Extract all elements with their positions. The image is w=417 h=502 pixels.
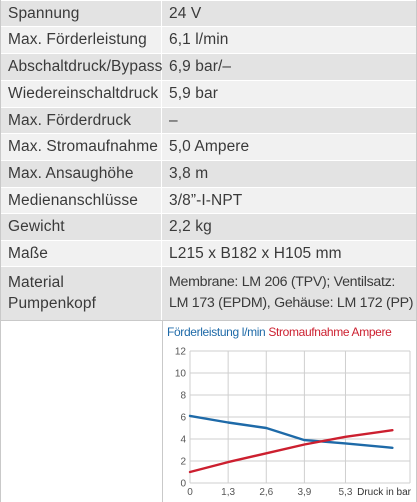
chart-legend: Förderleistung l/min Stromaufnahme Ampere (167, 325, 392, 339)
series-line-2 (188, 428, 394, 474)
spec-value: 5,9 bar (169, 85, 218, 102)
spec-row: Gewicht 2,2 kg (1, 213, 416, 240)
y-tick-label: 0 (180, 479, 186, 490)
spec-value: Membrane: LM 206 (TPV); Ventilsatz: LM 1… (169, 274, 414, 311)
spec-label: Maße (1, 241, 162, 266)
spec-value: 5,0 Ampere (169, 138, 250, 155)
x-tick-label: 3,9 (297, 487, 311, 498)
spec-row: Max. Förderleistung 6,1 l/min (1, 26, 416, 53)
spec-value: L215 x B182 x H105 mm (169, 244, 342, 262)
performance-chart: 0 2 4 6 8 10 12 0 1,3 2,6 3,9 5,3 Druck in bar (175, 347, 412, 499)
spec-row: Material Pumpenkopf Membrane: LM 206 (TPV… (1, 266, 416, 320)
spec-value: – (169, 111, 178, 129)
series-line-1 (188, 414, 394, 450)
spec-label: Max. Stromaufnahme (1, 134, 162, 160)
y-tick-label: 12 (175, 347, 187, 358)
spec-value: 6,9 bar/– (169, 58, 232, 75)
spec-label: Abschaltdruck/Bypass (1, 54, 162, 80)
spec-row: Max. Stromaufnahme 5,0 Ampere (1, 133, 416, 160)
spec-value: 3,8 m (169, 165, 209, 182)
x-tick-label: 5,3 (339, 487, 353, 498)
x-tick-label: 0 (187, 487, 193, 498)
spec-label: Gewicht (1, 214, 162, 240)
spec-label: Material Pumpenkopf (1, 267, 162, 320)
spec-label: Max. Ansaughöhe (1, 161, 162, 187)
legend-series-2: Stromaufnahme Ampere (268, 325, 392, 339)
y-tick-label: 6 (180, 413, 186, 424)
y-tick-label: 8 (180, 391, 186, 402)
chart-label-cell (1, 321, 163, 502)
spec-label: Max. Förderdruck (1, 108, 162, 133)
chart-row: Förderleistung l/min Stromaufnahme Ampere… (1, 320, 416, 502)
spec-label: Wiedereinschaltdruck (1, 81, 162, 107)
spec-value: 6,1 l/min (169, 31, 229, 48)
y-tick-label: 10 (175, 369, 187, 380)
y-tick-label: 4 (180, 435, 186, 446)
x-tick-label: 2,6 (259, 487, 273, 498)
spec-label: Max. Förderleistung (1, 27, 162, 53)
spec-row: Abschaltdruck/Bypass 6,9 bar/– (1, 53, 416, 80)
spec-row: Spannung 24 V (1, 0, 416, 26)
legend-series-1: Förderleistung l/min (167, 325, 266, 339)
spec-value: 3/8”-I-NPT (169, 191, 243, 209)
spec-value: 2,2 kg (169, 218, 212, 235)
spec-row: Max. Förderdruck – (1, 107, 416, 133)
spec-label: Medienanschlüsse (1, 188, 162, 213)
x-axis-label: Druck in bar (357, 487, 412, 498)
spec-value: 24 V (169, 4, 202, 22)
spec-row: Medienanschlüsse 3/8”-I-NPT (1, 187, 416, 213)
spec-row: Maße L215 x B182 x H105 mm (1, 240, 416, 266)
y-tick-label: 2 (180, 457, 186, 468)
spec-row: Wiedereinschaltdruck 5,9 bar (1, 80, 416, 107)
x-tick-label: 1,3 (221, 487, 235, 498)
spec-row: Max. Ansaughöhe 3,8 m (1, 160, 416, 187)
spec-label: Spannung (1, 1, 162, 26)
